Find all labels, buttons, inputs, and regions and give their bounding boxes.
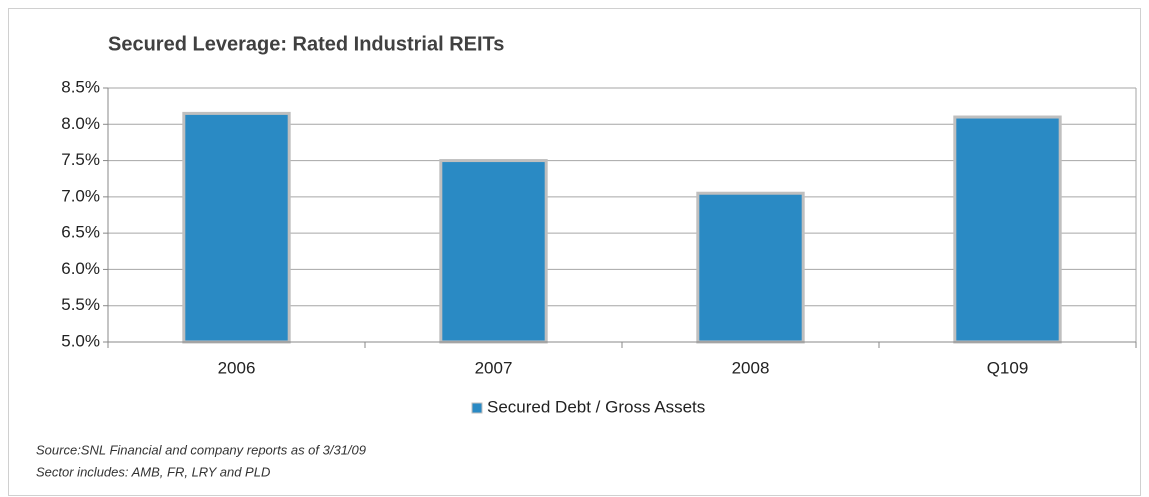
x-tick-label: Q109 xyxy=(987,358,1029,377)
bar xyxy=(182,111,291,344)
x-tick-label: 2008 xyxy=(732,358,770,377)
y-tick-label: 8.5% xyxy=(61,77,100,96)
y-tick-label: 7.0% xyxy=(61,186,100,205)
chart-border xyxy=(8,8,1141,496)
y-tick-label: 5.5% xyxy=(61,295,100,314)
chart-title: Secured Leverage: Rated Industrial REITs xyxy=(108,33,504,55)
y-tick-label: 7.5% xyxy=(61,150,100,169)
legend-label: Secured Debt / Gross Assets xyxy=(487,397,705,416)
y-tick-label: 5.0% xyxy=(61,331,100,350)
bar xyxy=(953,115,1062,344)
note: Source:SNL Financial and company reports… xyxy=(36,442,366,457)
x-tick-label: 2006 xyxy=(218,358,256,377)
note: Sector includes: AMB, FR, LRY and PLD xyxy=(36,464,270,479)
bar xyxy=(696,191,805,344)
bar xyxy=(439,159,548,344)
y-tick-label: 6.0% xyxy=(61,259,100,278)
y-tick-label: 6.5% xyxy=(61,223,100,242)
x-tick-label: 2007 xyxy=(475,358,513,377)
y-tick-label: 8.0% xyxy=(61,114,100,133)
legend-swatch xyxy=(471,402,483,414)
